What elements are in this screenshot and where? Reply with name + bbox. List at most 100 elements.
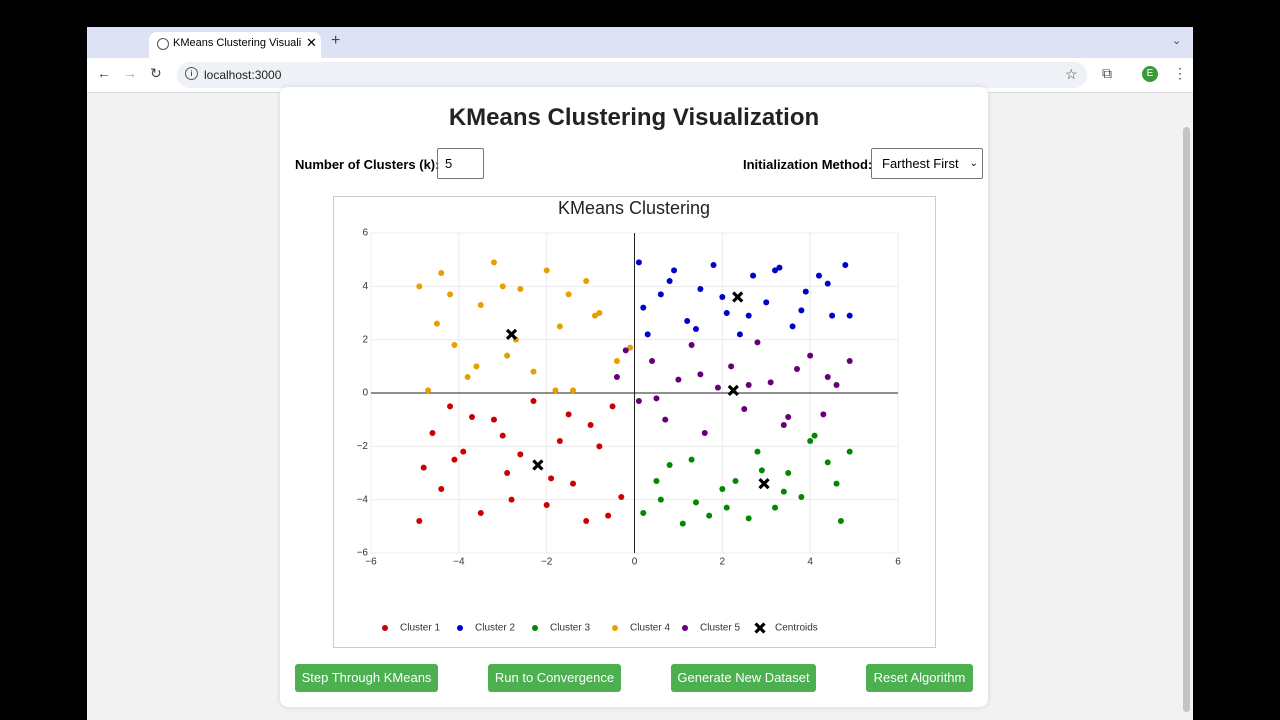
forward[interactable]: → [123, 65, 137, 81]
menu[interactable]: ⋮ [1173, 65, 1187, 81]
point [807, 352, 814, 359]
legend-label: Cluster 4 [630, 623, 670, 634]
point [609, 403, 616, 410]
point [477, 302, 484, 308]
centroid [505, 328, 518, 340]
y-tick-label: 0 [362, 388, 368, 399]
point [552, 387, 559, 394]
point [530, 368, 537, 375]
point [675, 376, 682, 383]
point [754, 339, 761, 346]
point [679, 520, 686, 527]
point [837, 518, 844, 524]
point [416, 518, 423, 524]
point [657, 291, 664, 298]
point [710, 262, 717, 268]
address-bar[interactable]: i localhost:3000 ☆ [177, 62, 1087, 88]
x-tick-label: 0 [632, 557, 638, 568]
point [692, 499, 699, 506]
site-info[interactable]: i [185, 67, 198, 80]
point [596, 443, 603, 450]
profile[interactable]: E [1142, 66, 1158, 82]
point [758, 467, 765, 474]
point [451, 342, 458, 348]
tab-menu[interactable]: ⌄ [1172, 35, 1182, 47]
point [622, 347, 629, 354]
init-label: Initialization Method: [743, 157, 873, 172]
point [583, 278, 590, 284]
legend-label: Cluster 3 [550, 623, 590, 634]
k-input[interactable]: 5 [437, 148, 484, 179]
tab-bar: KMeans Clustering Visualization ✕ + ⌄ [87, 27, 1193, 58]
x-tick-label: 4 [807, 557, 813, 568]
point [504, 470, 511, 476]
action-button[interactable]: Step Through KMeans [295, 664, 438, 692]
point [745, 312, 752, 319]
tab-close[interactable]: ✕ [306, 35, 317, 50]
browser-window: KMeans Clustering Visualization ✕ + ⌄ ← … [87, 27, 1193, 720]
point [785, 470, 792, 476]
point [438, 270, 445, 276]
legend-label: Cluster 1 [400, 623, 440, 634]
point [649, 358, 656, 364]
action-button[interactable]: Generate New Dataset [671, 664, 816, 692]
point [438, 486, 445, 492]
scrollbar[interactable] [1183, 127, 1190, 712]
point [824, 374, 831, 380]
point [504, 352, 511, 359]
back[interactable]: ← [97, 65, 111, 81]
app-card: KMeans Clustering Visualization Number o… [280, 87, 988, 707]
point [750, 272, 757, 279]
point [811, 432, 818, 439]
extensions[interactable]: ⧉ [1102, 65, 1112, 81]
tab-title: KMeans Clustering Visualization [173, 37, 301, 49]
reload[interactable]: ↻ [150, 65, 162, 81]
point [719, 294, 726, 300]
point [499, 432, 506, 439]
point [591, 312, 598, 319]
init-value: Farthest First [882, 156, 959, 171]
y-tick-label: −6 [357, 548, 369, 559]
point [807, 438, 814, 444]
point [618, 494, 625, 500]
legend-label: Cluster 5 [700, 623, 740, 634]
x-tick-label: 6 [895, 557, 901, 568]
bookmark[interactable]: ☆ [1065, 66, 1078, 82]
point [490, 416, 497, 423]
y-tick-label: −2 [357, 441, 369, 452]
init-select[interactable]: Farthest First ⌄ [871, 148, 983, 179]
point [543, 502, 550, 508]
tab[interactable]: KMeans Clustering Visualization ✕ [149, 32, 321, 58]
point [846, 358, 853, 364]
point [688, 456, 695, 463]
point [447, 291, 454, 298]
new-tab[interactable]: + [331, 32, 341, 49]
point [772, 267, 779, 274]
point [666, 462, 673, 468]
action-button[interactable]: Run to Convergence [488, 664, 621, 692]
point [508, 496, 515, 503]
point [824, 280, 831, 287]
point [464, 374, 471, 380]
x-tick-label: −2 [541, 557, 553, 568]
centroid [732, 291, 744, 303]
point [728, 363, 735, 370]
point [469, 414, 476, 420]
legend-label: Centroids [775, 623, 818, 634]
point [451, 456, 458, 463]
point [829, 312, 836, 319]
point [697, 371, 704, 378]
point [701, 430, 708, 436]
point [627, 344, 634, 351]
point [635, 259, 642, 266]
action-button[interactable]: Reset Algorithm [866, 664, 973, 692]
point [723, 310, 730, 316]
point [719, 486, 726, 492]
point [433, 320, 440, 327]
point [688, 342, 695, 348]
point [530, 398, 537, 404]
point [460, 448, 467, 455]
point [653, 478, 660, 484]
point [447, 403, 454, 410]
